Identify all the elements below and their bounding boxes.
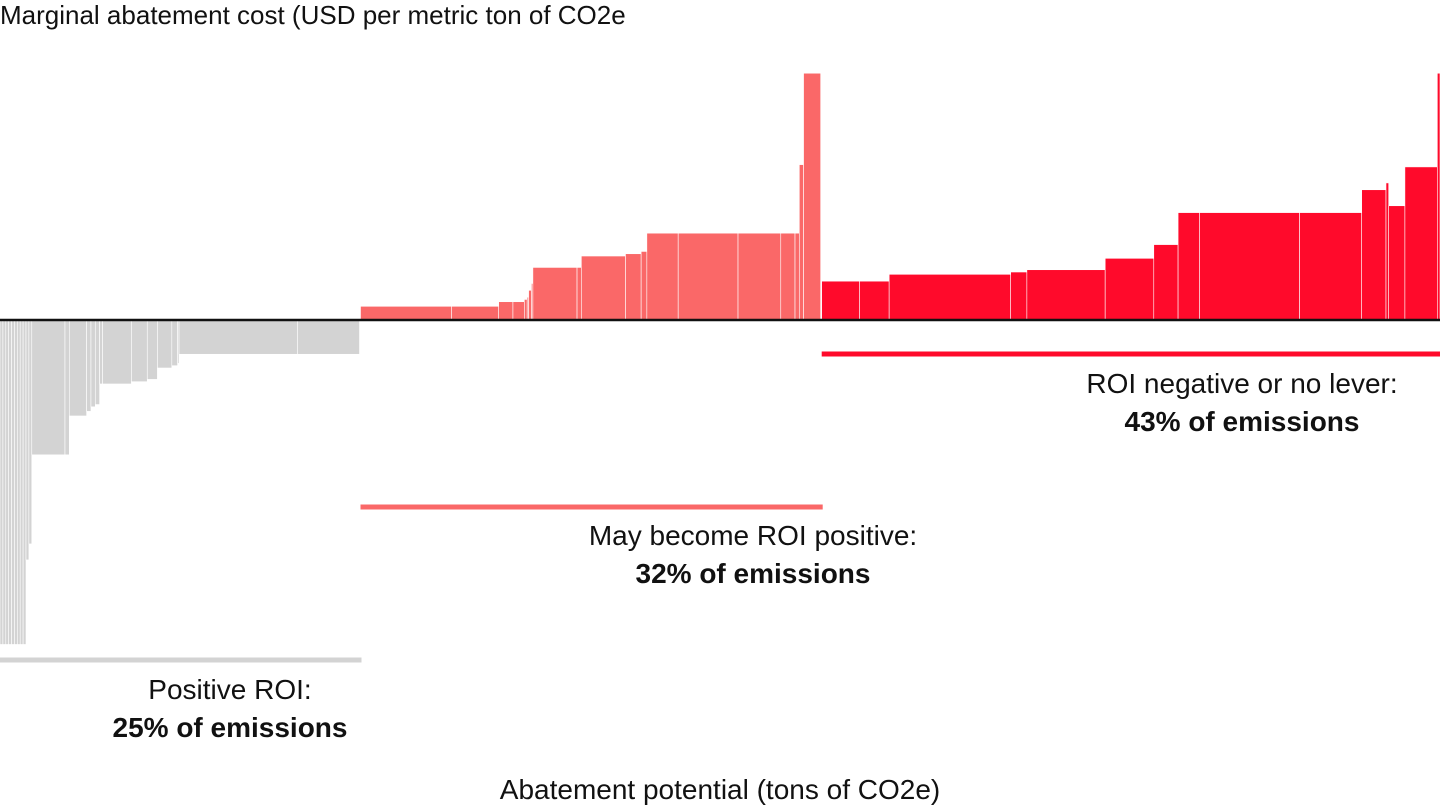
- bar-may-13: [646, 232, 679, 321]
- bar-positive-20: [146, 319, 158, 380]
- bar-neg-9: [1299, 212, 1362, 321]
- bar-may-19: [803, 72, 821, 321]
- segment-description: ROI negative or no lever:: [1086, 368, 1398, 399]
- bar-positive-8: [22, 319, 27, 645]
- segment-label-positive-roi: Positive ROI: 25% of emissions: [0, 671, 460, 747]
- bar-may-9: [576, 267, 582, 321]
- bar-positive-11: [31, 319, 66, 456]
- bar-neg-1: [859, 280, 890, 321]
- bar-neg-2: [888, 273, 1011, 321]
- bar-may-10: [581, 255, 626, 321]
- bar-may-17: [794, 232, 800, 321]
- bar-may-14: [677, 232, 739, 321]
- bar-neg-4: [1026, 269, 1106, 321]
- segment-description: May become ROI positive:: [588, 520, 918, 551]
- bar-positive-5: [14, 319, 18, 645]
- bars-group: [0, 72, 1440, 645]
- bar-neg-3: [1010, 271, 1028, 321]
- bar-may-16: [780, 232, 796, 321]
- bar-neg-8: [1199, 212, 1300, 321]
- bar-neg-0: [821, 280, 860, 321]
- bar-positive-15: [90, 319, 96, 408]
- bar-may-15: [737, 232, 782, 321]
- bar-positive-4: [11, 319, 15, 645]
- bar-positive-0: [0, 319, 4, 645]
- bar-may-0: [360, 305, 452, 321]
- bar-positive-1: [2, 319, 7, 645]
- bar-positive-14: [86, 319, 92, 412]
- bar-positive-24: [178, 319, 298, 355]
- bar-neg-10: [1361, 189, 1387, 321]
- bar-positive-17: [99, 319, 103, 385]
- bar-positive-21: [157, 319, 173, 369]
- segment-percent: 32% of emissions: [635, 558, 871, 589]
- bar-positive-12: [64, 319, 70, 456]
- bar-positive-16: [94, 319, 100, 405]
- bar-positive-6: [17, 319, 21, 645]
- bar-positive-13: [69, 319, 87, 417]
- bar-neg-13: [1404, 166, 1438, 321]
- segment-brackets: [0, 351, 1440, 663]
- segment-label-roi-negative: ROI negative or no lever: 43% of emissio…: [1042, 365, 1440, 441]
- bar-may-18: [798, 164, 804, 321]
- segment-percent: 25% of emissions: [112, 712, 348, 743]
- bar-positive-3: [8, 319, 12, 645]
- segment-percent: 43% of emissions: [1124, 406, 1360, 437]
- bar-may-3: [512, 301, 525, 321]
- bar-positive-22: [171, 319, 178, 367]
- bar-neg-5: [1104, 258, 1155, 321]
- bar-may-4: [524, 299, 528, 321]
- bar-positive-25: [297, 319, 360, 355]
- segment-description: Positive ROI:: [148, 674, 312, 705]
- x-axis-label: Abatement potential (tons of CO2e): [499, 774, 941, 805]
- bar-neg-6: [1153, 244, 1179, 321]
- bar-neg-7: [1177, 212, 1200, 321]
- bar-positive-2: [5, 319, 9, 645]
- bar-positive-18: [102, 319, 132, 385]
- bar-neg-11: [1385, 182, 1390, 321]
- bar-may-2: [498, 301, 514, 321]
- y-axis-label: Marginal abatement cost (USD per metric …: [0, 0, 626, 30]
- bar-may-8: [532, 267, 578, 321]
- bar-may-1: [451, 305, 499, 321]
- bar-may-12: [640, 251, 648, 321]
- segment-label-may-become-positive: May become ROI positive: 32% of emission…: [458, 517, 1048, 593]
- bar-positive-9: [25, 319, 30, 561]
- bar-positive-7: [19, 319, 24, 645]
- bar-positive-19: [131, 319, 148, 383]
- bar-may-11: [625, 253, 642, 321]
- bar-positive-10: [28, 319, 33, 545]
- bar-neg-12: [1388, 205, 1406, 321]
- bar-may-6: [528, 289, 532, 321]
